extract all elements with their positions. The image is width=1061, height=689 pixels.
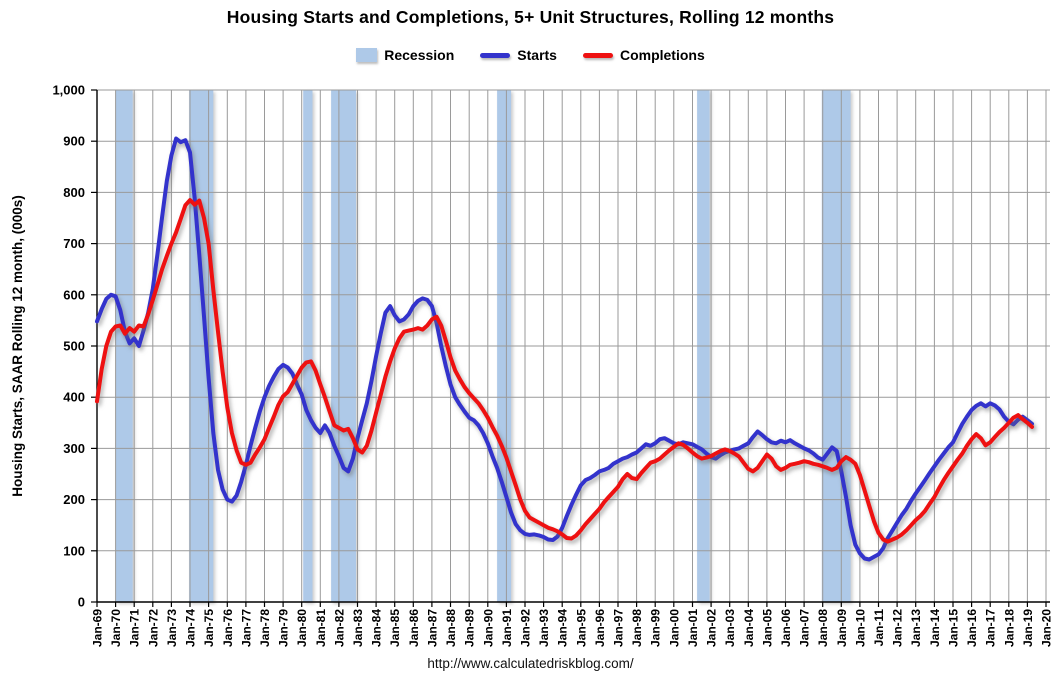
legend-item-recession: Recession	[356, 47, 454, 63]
x-tick-label: Jan-15	[947, 609, 961, 647]
x-tick-label: Jan-82	[332, 609, 346, 647]
x-tick-label: Jan-20	[1040, 609, 1054, 647]
y-tick-label: 700	[63, 236, 85, 251]
x-tick-label: Jan-87	[425, 609, 439, 647]
x-tick-label: Jan-00	[667, 609, 681, 647]
legend-item-completions: Completions	[582, 47, 705, 63]
y-tick-label: 400	[63, 390, 85, 405]
x-tick-label: Jan-06	[779, 609, 793, 647]
x-tick-label: Jan-98	[630, 609, 644, 647]
x-tick-label: Jan-13	[909, 609, 923, 647]
x-tick-label: Jan-95	[574, 609, 588, 647]
x-tick-label: Jan-93	[537, 609, 551, 647]
x-tick-label: Jan-90	[481, 609, 495, 647]
x-tick-label: Jan-71	[128, 609, 142, 647]
x-tick-label: Jan-69	[91, 609, 105, 647]
x-tick-label: Jan-86	[407, 609, 421, 647]
footer-url: http://www.calculatedriskblog.com/	[427, 656, 634, 671]
x-tick-label: Jan-14	[928, 609, 942, 647]
y-tick-label: 1,000	[52, 83, 85, 98]
x-tick-label: Jan-74	[184, 609, 198, 647]
legend-completions-label: Completions	[619, 47, 705, 63]
x-tick-label: Jan-17	[984, 609, 998, 647]
x-tick-label: Jan-18	[1002, 609, 1016, 647]
x-tick-label: Jan-91	[500, 609, 514, 647]
x-tick-label: Jan-78	[258, 609, 272, 647]
x-tick-label: Jan-04	[742, 609, 756, 647]
x-tick-label: Jan-07	[798, 609, 812, 647]
legend-item-starts: Starts	[480, 47, 557, 63]
x-tick-label: Jan-12	[891, 609, 905, 647]
x-tick-label: Jan-96	[593, 609, 607, 647]
y-tick-label: 500	[63, 339, 85, 354]
x-tick-label: Jan-70	[109, 609, 123, 647]
x-tick-label: Jan-88	[444, 609, 458, 647]
y-tick-label: 100	[63, 543, 85, 558]
x-tick-label: Jan-03	[723, 609, 737, 647]
starts-line-swatch	[480, 52, 511, 58]
legend-starts-label: Starts	[517, 47, 557, 63]
completions-line-swatch	[582, 52, 613, 58]
x-tick-label: Jan-77	[239, 609, 253, 647]
chart-title: Housing Starts and Completions, 5+ Unit …	[226, 7, 835, 27]
x-tick-label: Jan-11	[872, 609, 886, 647]
y-tick-label: 600	[63, 287, 85, 302]
x-tick-label: Jan-10	[853, 609, 867, 647]
x-tick-label: Jan-19	[1021, 609, 1035, 647]
x-tick-label: Jan-99	[649, 609, 663, 647]
x-tick-label: Jan-84	[370, 609, 384, 647]
x-tick-label: Jan-89	[463, 609, 477, 647]
legend: Recession Starts Completions	[0, 47, 1061, 63]
y-tick-label: 200	[63, 492, 85, 507]
x-tick-label: Jan-92	[519, 609, 533, 647]
x-tick-label: Jan-81	[314, 609, 328, 647]
x-tick-label: Jan-72	[146, 609, 160, 647]
y-tick-label: 0	[78, 595, 85, 610]
x-tick-label: Jan-97	[612, 609, 626, 647]
x-tick-label: Jan-85	[388, 609, 402, 647]
x-tick-label: Jan-83	[351, 609, 365, 647]
x-tick-label: Jan-80	[295, 609, 309, 647]
y-axis-title: Housing Starts, SAAR Rolling 12 month, (…	[10, 195, 25, 497]
x-tick-label: Jan-16	[965, 609, 979, 647]
starts-line	[95, 136, 1034, 562]
x-tick-label: Jan-79	[277, 609, 291, 647]
x-tick-label: Jan-05	[760, 609, 774, 647]
x-tick-label: Jan-75	[202, 609, 216, 647]
x-tick-label: Jan-94	[556, 609, 570, 647]
legend-recession-label: Recession	[384, 47, 455, 63]
recession-swatch	[356, 48, 378, 62]
y-tick-label: 800	[63, 185, 85, 200]
x-tick-label: Jan-76	[221, 609, 235, 647]
y-tick-label: 300	[63, 441, 85, 456]
x-tick-label: Jan-73	[165, 609, 179, 647]
x-tick-label: Jan-01	[686, 609, 700, 647]
completions-line	[95, 198, 1034, 544]
x-tick-label: Jan-08	[816, 609, 830, 647]
x-tick-label: Jan-02	[705, 609, 719, 647]
y-tick-label: 900	[63, 134, 85, 149]
x-tick-label: Jan-09	[835, 609, 849, 647]
